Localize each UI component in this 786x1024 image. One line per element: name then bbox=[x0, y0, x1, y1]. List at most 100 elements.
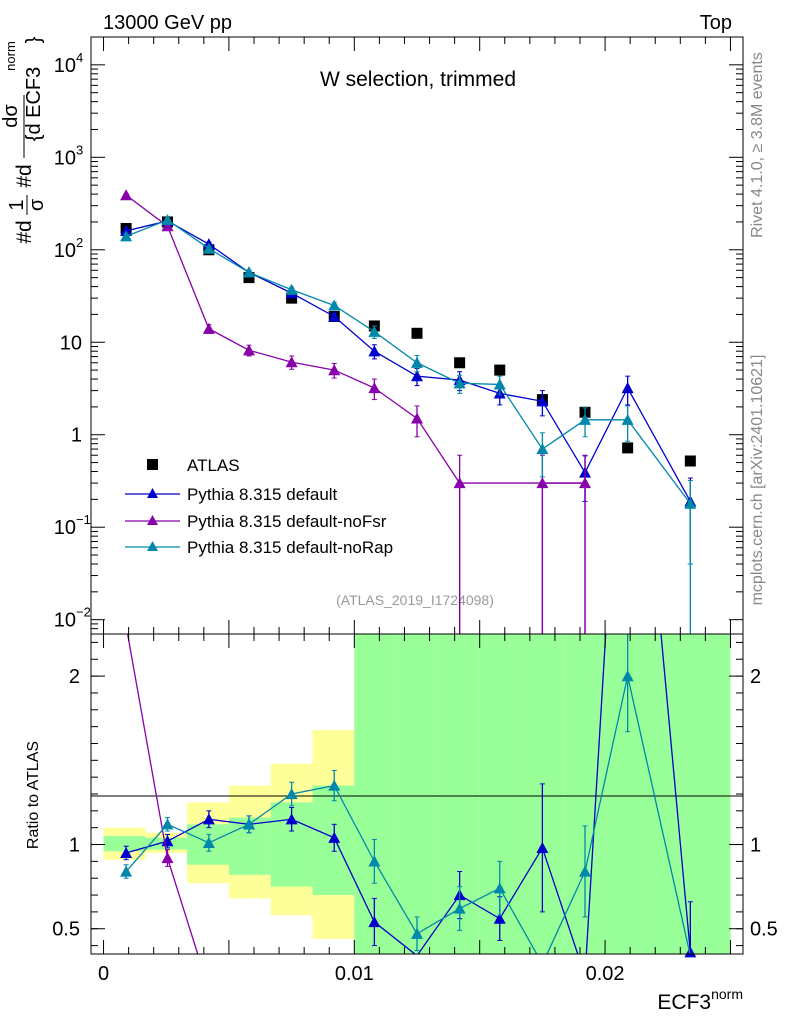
series-line bbox=[125, 194, 461, 484]
ratio-point-triangle bbox=[120, 846, 133, 859]
ratio-axes: 0.5 0.5 1 1 2 2 0 0.01 0.02 bbox=[52, 634, 778, 985]
ylabel-part-1: 1 bbox=[6, 199, 28, 210]
legend-marker-atlas bbox=[147, 459, 158, 470]
ratio-point-triangle bbox=[493, 882, 506, 894]
data-point-triangle bbox=[411, 356, 423, 368]
ratio-y-tick-label: 0.5 bbox=[52, 919, 80, 941]
ratio-point-triangle bbox=[493, 912, 506, 924]
reference-label: (ATLAS_2019_I1724098) bbox=[336, 592, 494, 608]
legend-marker-nofsr bbox=[147, 515, 158, 525]
main-y-tick-exponent: −1 bbox=[76, 512, 91, 527]
header-process: Top bbox=[700, 12, 732, 34]
ratio-y-tick-label: 2 bbox=[69, 666, 80, 688]
ratio-point-triangle bbox=[536, 841, 549, 853]
x-axis-label-sup: norm bbox=[711, 986, 743, 1002]
main-y-tick-label: 10 bbox=[54, 610, 76, 632]
ylabel-part-6: norm bbox=[3, 41, 18, 71]
main-y-tick-exponent: −2 bbox=[76, 605, 91, 620]
series-line bbox=[125, 219, 691, 504]
ratio-y-tick-label-right: 0.5 bbox=[750, 919, 778, 941]
ratio-point-triangle bbox=[328, 779, 341, 791]
data-point-triangle bbox=[120, 230, 133, 242]
ratio-y-tick-label-right: 1 bbox=[750, 835, 761, 857]
ratio-plot: 0.5 0.5 1 1 2 2 0 0.01 0.02 Ratio to ATLAS bbox=[25, 633, 778, 985]
ratio-point-triangle bbox=[328, 831, 341, 843]
main-y-tick-label: 10 bbox=[54, 55, 76, 77]
ratio-point-triangle bbox=[684, 946, 697, 958]
data-point-triangle bbox=[579, 413, 592, 425]
ratio-x-tick-label: 0.02 bbox=[586, 963, 625, 985]
data-point-triangle bbox=[411, 370, 423, 382]
data-point-triangle bbox=[285, 356, 298, 368]
ratio-series bbox=[120, 633, 697, 958]
ratio-point-triangle bbox=[202, 813, 215, 825]
ratio-point-triangle bbox=[453, 902, 466, 914]
data-point-triangle bbox=[536, 477, 549, 489]
ratio-y-tick-label: 1 bbox=[69, 835, 80, 857]
legend-label-default: Pythia 8.315 default bbox=[187, 485, 338, 504]
ratio-point-triangle bbox=[202, 836, 215, 848]
ratio-point-triangle bbox=[285, 788, 298, 800]
data-point-triangle bbox=[493, 378, 506, 390]
main-x-ticks bbox=[103, 37, 731, 634]
data-point-triangle bbox=[368, 325, 381, 337]
ratio-point-triangle bbox=[120, 865, 133, 877]
x-axis-label-main: ECF3 bbox=[657, 991, 711, 1014]
legend-label-atlas: ATLAS bbox=[187, 456, 240, 475]
data-point-triangle bbox=[202, 242, 215, 254]
ratio-point-triangle bbox=[579, 865, 592, 877]
data-point-triangle bbox=[368, 345, 381, 357]
data-point-atlas bbox=[494, 364, 506, 376]
data-point-triangle bbox=[621, 413, 634, 425]
main-y-tick-label: 10 bbox=[54, 147, 76, 169]
ratio-band-green bbox=[354, 634, 397, 954]
ylabel-part-5: {d ECF3 bbox=[23, 67, 45, 141]
ratio-y-tick-label-right: 2 bbox=[750, 666, 761, 688]
legend: ATLAS Pythia 8.315 default Pythia 8.315 … bbox=[125, 456, 393, 557]
data-point-atlas bbox=[243, 272, 255, 284]
main-title: W selection, trimmed bbox=[320, 68, 516, 91]
ratio-point-triangle bbox=[411, 927, 423, 939]
ylabel-part-2: σ bbox=[26, 198, 48, 211]
data-point-triangle bbox=[536, 443, 549, 455]
data-point-triangle bbox=[453, 377, 466, 389]
ratio-series-line bbox=[125, 634, 691, 954]
main-series bbox=[120, 189, 697, 635]
data-point-triangle bbox=[621, 382, 634, 394]
data-point-triangle bbox=[242, 266, 255, 278]
x-axis-label: ECF3norm bbox=[657, 986, 743, 1014]
data-point-triangle bbox=[453, 477, 466, 489]
ratio-band-green bbox=[605, 634, 647, 954]
data-point-triangle bbox=[120, 189, 133, 201]
data-point-triangle bbox=[242, 344, 255, 356]
mcplots-label: mcplots.cern.ch [arXiv:2401.10621] bbox=[749, 355, 766, 606]
ratio-bands bbox=[103, 634, 731, 954]
data-point-atlas bbox=[454, 357, 466, 369]
main-y-tick-label: 10 bbox=[60, 332, 82, 354]
rivet-label: Rivet 4.1.0, ≥ 3.8M events bbox=[749, 52, 766, 238]
data-point-triangle bbox=[411, 412, 423, 424]
data-point-triangle bbox=[579, 477, 592, 489]
ylabel-part-7: } bbox=[23, 36, 45, 43]
ratio-y-label: Ratio to ATLAS bbox=[25, 741, 42, 849]
ratio-point-triangle bbox=[368, 855, 381, 867]
ylabel-part-3: #d bbox=[13, 164, 36, 187]
data-point-triangle bbox=[684, 497, 697, 509]
ratio-point-triangle bbox=[621, 670, 634, 682]
data-point-triangle bbox=[202, 322, 215, 334]
ratio-band-green bbox=[437, 634, 480, 954]
ratio-band-green bbox=[103, 836, 146, 852]
ratio-point-triangle bbox=[161, 818, 174, 830]
ylabel-part-0: #d bbox=[13, 220, 36, 243]
ylabel-part-4: dσ bbox=[0, 104, 22, 128]
legend-marker-norap bbox=[147, 541, 158, 551]
main-y-tick-label: 10 bbox=[54, 517, 76, 539]
legend-marker-default bbox=[147, 488, 158, 498]
legend-label-norap: Pythia 8.315 default-noRap bbox=[187, 538, 393, 557]
ratio-x-tick-label: 0 bbox=[98, 963, 109, 985]
data-point-atlas bbox=[411, 327, 423, 339]
data-point-triangle bbox=[285, 283, 298, 295]
